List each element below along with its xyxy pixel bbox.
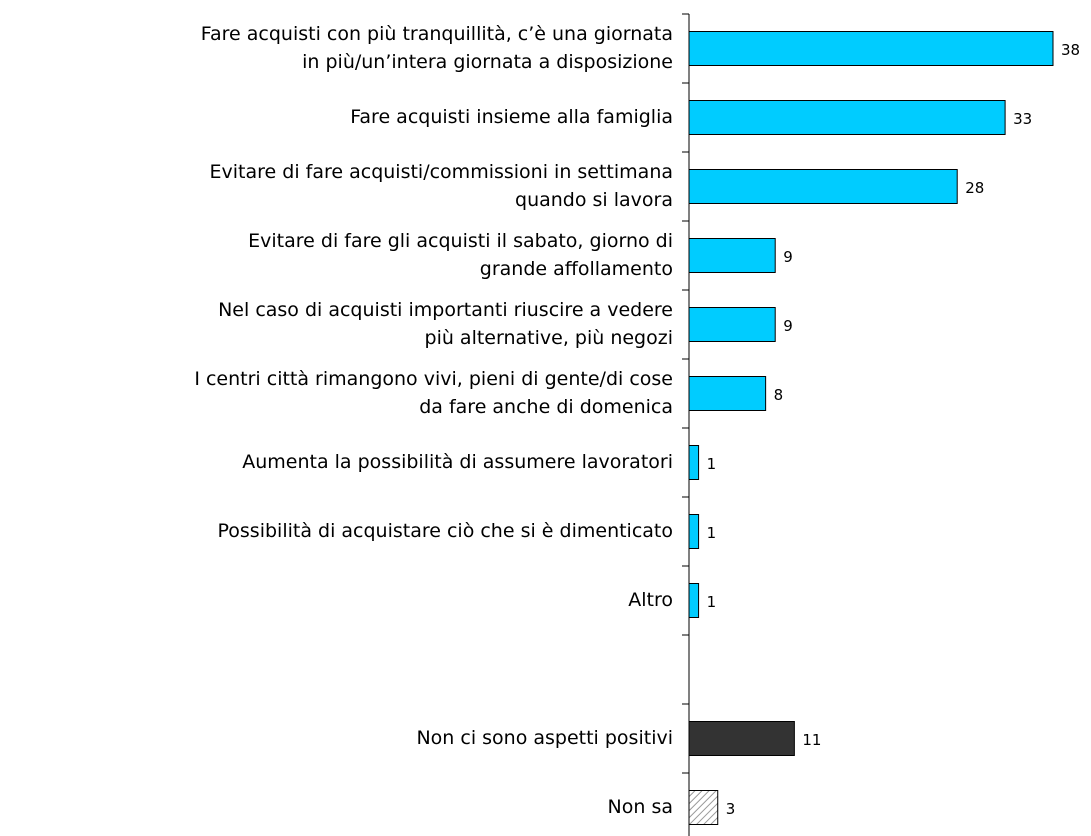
category-label: Non ci sono aspetti positivi bbox=[416, 727, 673, 749]
category-label: Possibilità di acquistare ciò che si è d… bbox=[218, 520, 674, 542]
category-label: I centri città rimangono vivi, pieni di … bbox=[194, 368, 673, 390]
value-label: 1 bbox=[707, 593, 717, 611]
category-label: Non sa bbox=[608, 796, 673, 818]
category-label: Fare acquisti con più tranquillità, c’è … bbox=[201, 23, 673, 45]
value-label: 1 bbox=[707, 455, 717, 473]
category-label: più alternative, più negozi bbox=[425, 327, 673, 349]
category-label: Fare acquisti insieme alla famiglia bbox=[350, 106, 673, 128]
value-label: 33 bbox=[1013, 110, 1032, 128]
bar bbox=[688, 169, 958, 204]
bar bbox=[688, 721, 795, 756]
bar bbox=[688, 790, 719, 825]
value-label: 9 bbox=[783, 248, 793, 266]
bar bbox=[688, 100, 1006, 135]
value-label: 38 bbox=[1061, 41, 1080, 59]
category-label: in più/un’intera giornata a disposizione bbox=[302, 51, 673, 73]
plot: Fare acquisti con più tranquillità, c’è … bbox=[194, 13, 1080, 836]
category-label: grande affollamento bbox=[480, 258, 673, 280]
value-label: 8 bbox=[774, 386, 784, 404]
bar bbox=[688, 238, 776, 273]
category-label: Nel caso di acquisti importanti riuscire… bbox=[218, 299, 673, 321]
bar bbox=[688, 445, 700, 480]
value-label: 28 bbox=[965, 179, 984, 197]
value-label: 3 bbox=[726, 800, 736, 818]
bar bbox=[688, 31, 1054, 66]
category-label: Evitare di fare acquisti/commissioni in … bbox=[210, 161, 673, 183]
value-label: 9 bbox=[783, 317, 793, 335]
bar bbox=[688, 376, 767, 411]
category-label: Evitare di fare gli acquisti il sabato, … bbox=[248, 230, 673, 252]
category-label: Aumenta la possibilità di assumere lavor… bbox=[242, 451, 673, 473]
value-label: 11 bbox=[802, 731, 821, 749]
category-label: quando si lavora bbox=[515, 189, 673, 211]
bar bbox=[688, 514, 700, 549]
bar bbox=[688, 307, 776, 342]
category-label: Altro bbox=[628, 589, 673, 611]
bar bbox=[688, 583, 700, 618]
value-label: 1 bbox=[707, 524, 717, 542]
category-label: da fare anche di domenica bbox=[419, 396, 673, 418]
